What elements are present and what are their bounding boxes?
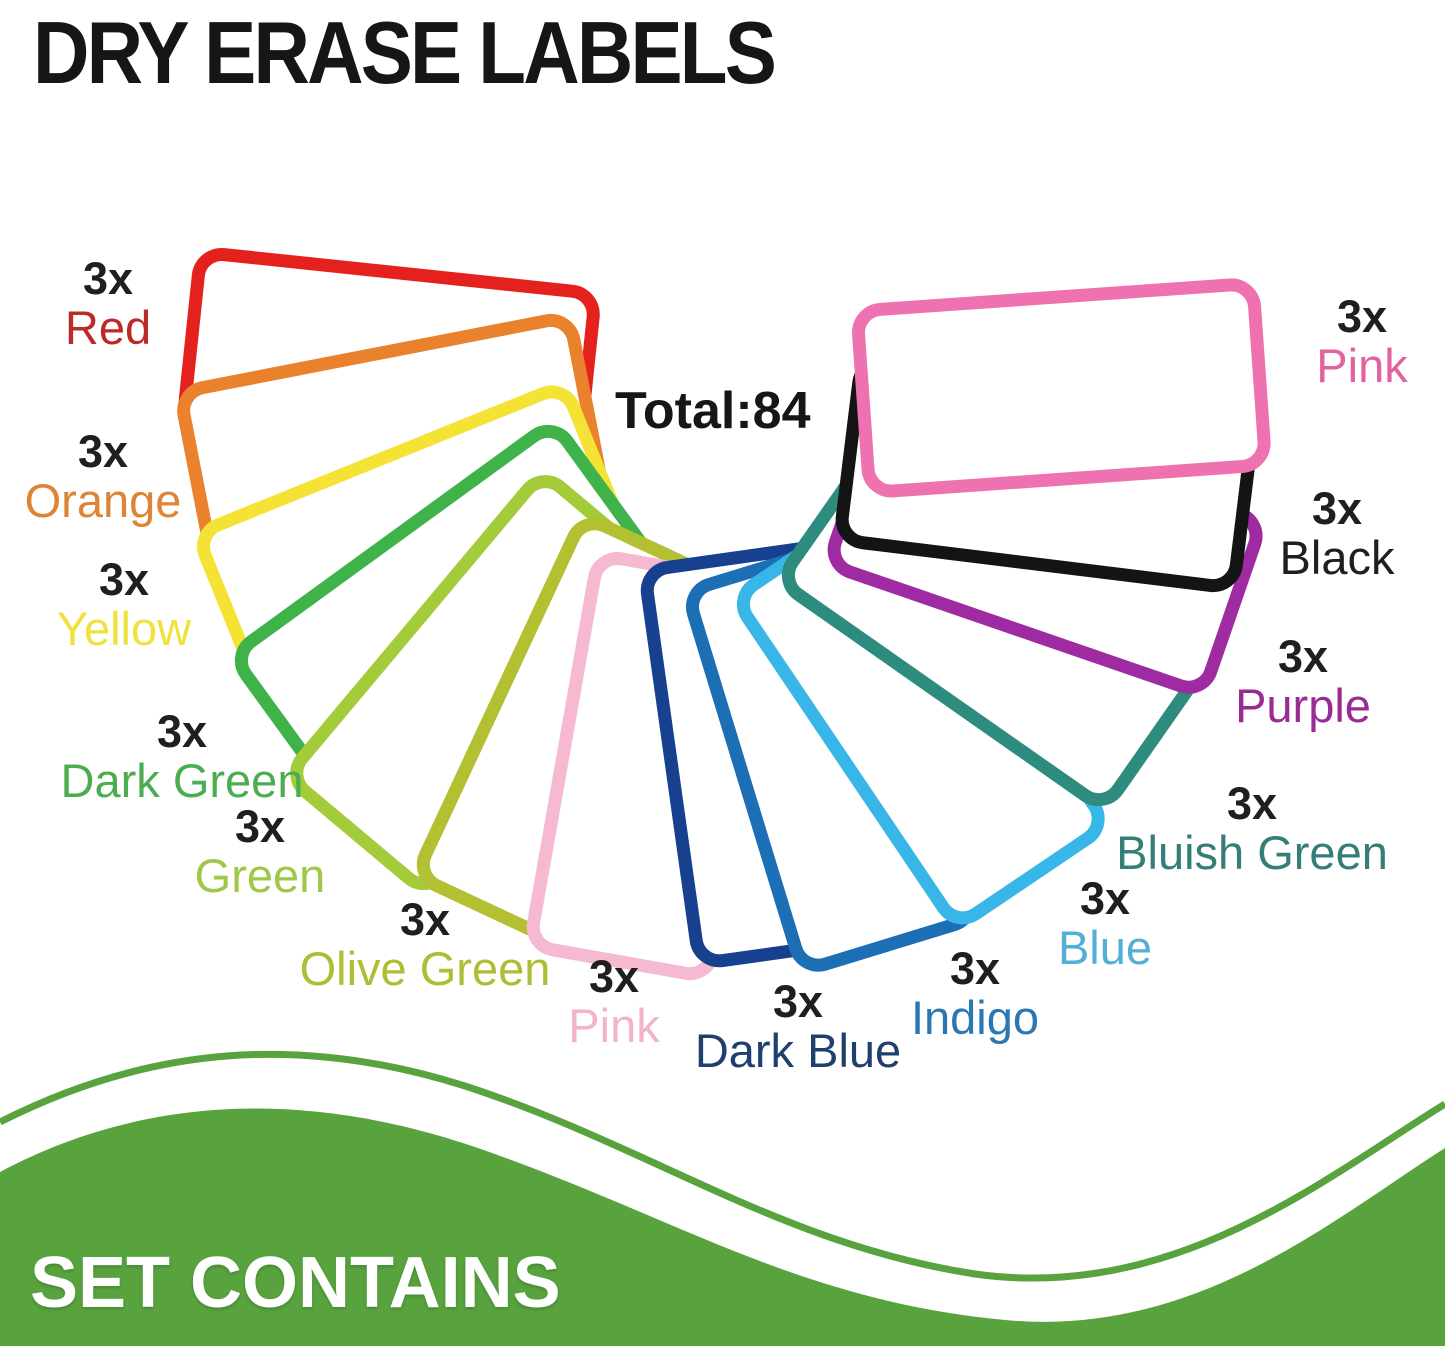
- color-count-label-dark-green-3: 3x Dark Green: [61, 708, 304, 806]
- total-count-label: Total:84: [615, 382, 811, 440]
- color-count-label-pink-6: 3x Pink: [568, 953, 659, 1051]
- page-title: DRY ERASE LABELS: [33, 3, 777, 102]
- label-card-pink-13: [850, 276, 1273, 500]
- count-text: 3x: [82, 253, 134, 304]
- count-text: 3x: [156, 706, 208, 757]
- count-text: 3x: [98, 554, 150, 605]
- color-name-text: Purple: [1235, 678, 1371, 732]
- count-text: 3x: [588, 951, 640, 1002]
- color-count-label-bluish-green-10: 3x Bluish Green: [1116, 780, 1388, 878]
- color-name-text: Orange: [24, 473, 182, 527]
- color-count-label-red-0: 3x Red: [65, 255, 151, 353]
- color-count-label-black-12: 3x Black: [1280, 485, 1395, 583]
- count-text: 3x: [1079, 873, 1131, 924]
- count-text: 3x: [234, 801, 286, 852]
- color-name-text: Red: [64, 300, 152, 354]
- color-name-text: Green: [194, 848, 326, 902]
- color-count-label-indigo-8: 3x Indigo: [911, 945, 1039, 1043]
- count-text: 3x: [1336, 291, 1388, 342]
- color-count-label-blue-9: 3x Blue: [1058, 875, 1152, 973]
- color-name-text: Dark Green: [60, 753, 304, 807]
- count-text: 3x: [949, 943, 1001, 994]
- color-name-text: Dark Blue: [694, 1023, 902, 1077]
- color-count-label-purple-11: 3x Purple: [1235, 633, 1371, 731]
- color-count-label-pink-13: 3x Pink: [1316, 293, 1407, 391]
- color-count-label-dark-blue-7: 3x Dark Blue: [695, 978, 901, 1076]
- count-text: 3x: [1311, 483, 1363, 534]
- color-name-text: Pink: [568, 998, 660, 1052]
- footer-heading: SET CONTAINS: [30, 1243, 561, 1323]
- color-count-label-yellow-2: 3x Yellow: [57, 556, 191, 654]
- count-text: 3x: [1226, 778, 1278, 829]
- color-count-label-green-4: 3x Green: [195, 803, 326, 901]
- color-name-text: Blue: [1057, 920, 1153, 974]
- color-count-label-orange-1: 3x Orange: [25, 428, 182, 526]
- color-name-text: Yellow: [56, 601, 192, 655]
- color-name-text: Indigo: [910, 990, 1040, 1044]
- color-name-text: Bluish Green: [1116, 825, 1388, 879]
- count-text: 3x: [77, 426, 129, 477]
- count-text: 3x: [772, 976, 824, 1027]
- color-count-label-olive-green-5: 3x Olive Green: [300, 896, 551, 994]
- color-name-text: Black: [1279, 530, 1395, 584]
- count-text: 3x: [1277, 631, 1329, 682]
- color-name-text: Olive Green: [299, 941, 551, 995]
- color-name-text: Pink: [1316, 338, 1408, 392]
- count-text: 3x: [399, 894, 451, 945]
